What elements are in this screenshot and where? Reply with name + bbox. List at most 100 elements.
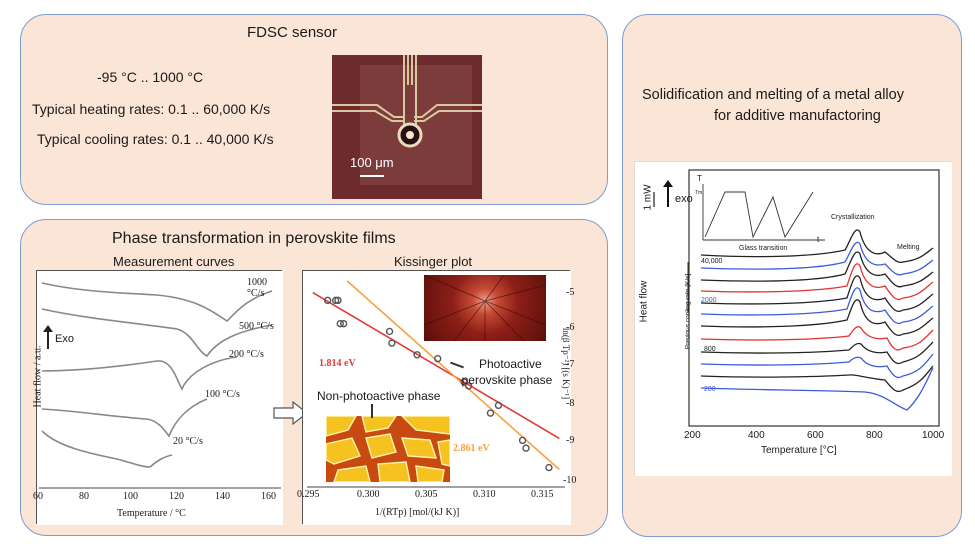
prev-cooling-rate-label: Previous cooling rate [K/s] (684, 273, 692, 350)
curve-label-500: 500 °C/s (239, 321, 274, 332)
kissinger-point (464, 382, 473, 390)
kissinger-point (434, 354, 442, 363)
transition-arrow-icon (273, 400, 309, 430)
kissinger-point (336, 319, 344, 328)
sensor-photo: 100 μm (332, 55, 482, 199)
photoactive-label-text: Photoactive perovskite phase (461, 357, 553, 387)
measurement-plot: Heat flow / a.u. Exo 1000 °C/s 500 °C/s … (32, 270, 283, 525)
kissinger-point (334, 296, 342, 305)
perovskite-title: Phase transformation in perovskite films (112, 230, 396, 247)
kissinger-point (518, 436, 527, 445)
exo-up-arrowhead (663, 180, 673, 187)
curve-500 (41, 308, 273, 358)
fdsc-title: FDSC sensor (247, 24, 338, 41)
kissinger-point (323, 296, 332, 305)
exo-up-arrow-icon (667, 185, 669, 207)
exo-arrowhead (43, 325, 53, 332)
alloy-xtick-1000: 1000 (922, 430, 945, 441)
fdsc-cooling-rates: Typical cooling rates: 0.1 .. 40,000 K/s (37, 131, 274, 147)
nonphotoactive-micrograph (326, 416, 450, 482)
kiss-xtick-2: 0.305 (415, 489, 438, 500)
kissinger-point (522, 444, 530, 452)
fit-line-red (312, 291, 560, 440)
meas-xtick-120: 120 (169, 491, 184, 502)
melting-label: Melting (897, 244, 920, 251)
kissinger-point (388, 339, 396, 347)
kiss-red-label: 1.814 eV (319, 358, 356, 369)
kiss-ytick-10: -10 (563, 475, 577, 486)
alloy-xtick-200: 200 (684, 430, 701, 441)
kiss-xtick-4: 0.315 (531, 489, 554, 500)
rate-2000: 2000 (701, 297, 717, 304)
rate-800: 800 (704, 346, 716, 353)
kiss-ytick-9: -9 (566, 435, 575, 446)
curve-label-20: 20 °C/s (173, 436, 203, 447)
kissinger-point (331, 296, 340, 305)
kissinger-title: Kissinger plot (394, 254, 473, 269)
alloy-xlabel: Temperature [°C] (761, 445, 837, 456)
curve-1000 (41, 282, 273, 323)
kissinger-point (494, 401, 503, 410)
crystallization-label: Crystallization (831, 214, 875, 221)
inset-Tm-label: Tm (695, 190, 703, 196)
scale-bar (360, 175, 384, 177)
fdsc-heating-rates: Typical heating rates: 0.1 .. 60,000 K/s (32, 101, 271, 117)
inset-T-label: T (697, 174, 702, 183)
heat-flow-label: Heat flow (638, 280, 650, 323)
kiss-xlabel: 1/(RTp) [mol/(kJ K)] (375, 507, 460, 518)
kiss-xtick-0: 0.295 (297, 489, 320, 500)
kissinger-point (413, 351, 421, 359)
curve-label-100: 100 °C/s (205, 389, 240, 400)
alloy-plot-svg (635, 162, 952, 476)
alloy-title-line1: Solidification and melting of a metal al… (642, 87, 904, 103)
curve-label-200: 200 °C/s (229, 349, 264, 360)
meas-xtick-140: 140 (215, 491, 230, 502)
kiss-ytick-7: -7 (566, 359, 575, 370)
kiss-ytick-5: -5 (566, 287, 575, 298)
curve-200 (41, 356, 238, 391)
nonphotoactive-pointer (371, 404, 373, 418)
alloy-scale-label: 1 mW (642, 184, 654, 211)
alloy-xtick-600: 600 (807, 430, 824, 441)
curve-20 (41, 430, 173, 468)
rate-40000: 40,000 (701, 258, 723, 265)
nonphotoactive-label: Non-photoactive phase (317, 389, 441, 403)
scale-bar-label: 100 μm (350, 155, 394, 170)
kiss-ytick-6: -6 (566, 322, 575, 333)
photoactive-micrograph (424, 275, 546, 341)
meas-ylabel: Heat flow / a.u. (32, 345, 44, 408)
measurement-title: Measurement curves (113, 254, 235, 269)
sensor-photo-art (332, 55, 482, 199)
inset-t-label: t (817, 235, 820, 244)
alloy-xtick-400: 400 (748, 430, 765, 441)
temperature-program-inset (702, 184, 825, 241)
measurement-plot-svg (37, 271, 283, 525)
exo-arrow-icon (47, 331, 49, 349)
fdsc-panel: FDSC sensor -95 °C .. 1000 °C Typical he… (20, 14, 608, 205)
alloy-axes (688, 169, 940, 427)
kiss-xtick-1: 0.300 (357, 489, 380, 500)
kiss-ytick-8: -8 (566, 398, 575, 409)
alloy-exo-label: exo (675, 193, 693, 205)
meas-xtick-60: 60 (33, 491, 43, 502)
glass-transition-label: Glass transition (739, 245, 788, 252)
kiss-xtick-3: 0.310 (473, 489, 496, 500)
alloy-xtick-800: 800 (866, 430, 883, 441)
meas-xtick-100: 100 (123, 491, 138, 502)
meas-xlabel: Temperature / °C (117, 508, 186, 519)
photoactive-label: Photoactive perovskite phase (452, 340, 562, 388)
kissinger-point (339, 319, 348, 328)
meas-exo-label: Exo (55, 333, 74, 345)
meas-xtick-80: 80 (79, 491, 89, 502)
kissinger-point (486, 409, 495, 417)
alloy-curves (700, 229, 934, 411)
curve-label-1000: 1000 °C/s (247, 277, 267, 299)
meas-xtick-160: 160 (261, 491, 276, 502)
kissinger-point (460, 378, 468, 386)
kissinger-point (385, 327, 394, 336)
curve-100 (41, 398, 208, 438)
rate-200: 200 (704, 386, 716, 393)
alloy-plot: 1 mW exo T Tm t Glass transition Crystal… (634, 161, 952, 476)
kiss-orange-label: 2.861 eV (453, 443, 490, 454)
alloy-title-line2: for additive manufactoring (714, 108, 881, 124)
